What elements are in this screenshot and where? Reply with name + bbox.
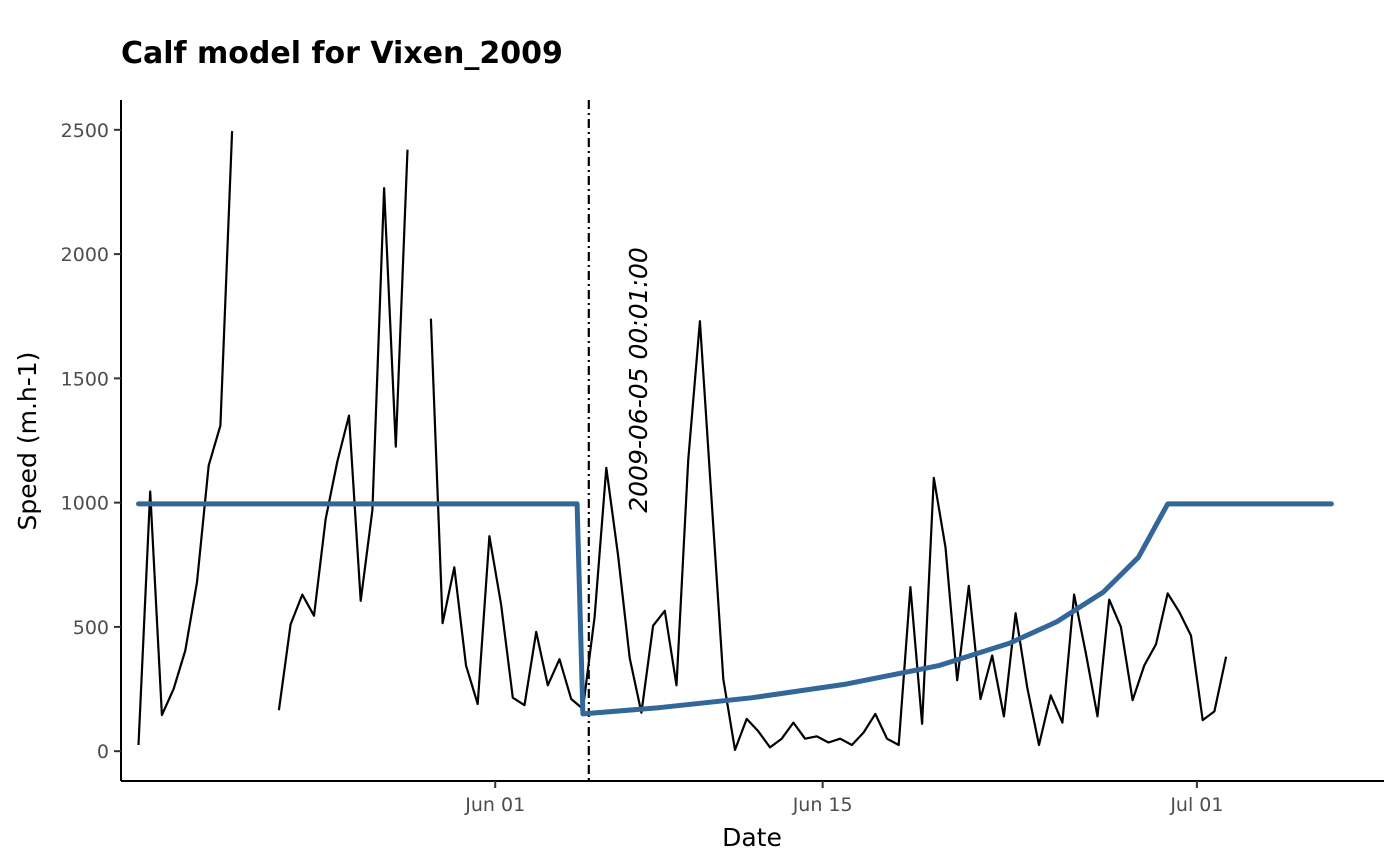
y-tick-label: 500 (73, 617, 109, 639)
y-tick-label: 1000 (61, 493, 109, 515)
observed-speed-line (429, 318, 1228, 751)
observed-speed-line (137, 131, 234, 746)
x-axis-title: Date (722, 823, 782, 852)
y-tick-label: 0 (97, 741, 109, 763)
plot-area: 2009-06-05 00:01:00 (136, 100, 1334, 781)
chart-title: Calf model for Vixen_2009 (121, 36, 563, 71)
y-tick-label: 2000 (61, 244, 109, 266)
observed-speed-line (277, 149, 409, 711)
y-axis-title: Speed (m.h-1) (13, 352, 42, 531)
y-axis: 0 500 1000 1500 2000 2500 (61, 100, 122, 781)
x-tick-label: Jun 15 (792, 794, 853, 816)
calving-date-label: 2009-06-05 00:01:00 (624, 247, 653, 513)
x-tick-label: Jul 01 (1169, 794, 1223, 816)
y-tick-label: 2500 (61, 120, 109, 142)
x-tick-label: Jun 01 (464, 794, 525, 816)
y-tick-label: 1500 (61, 368, 109, 390)
x-axis: Jun 01 Jun 15 Jul 01 (121, 780, 1384, 816)
model-fit-line (136, 501, 1334, 717)
